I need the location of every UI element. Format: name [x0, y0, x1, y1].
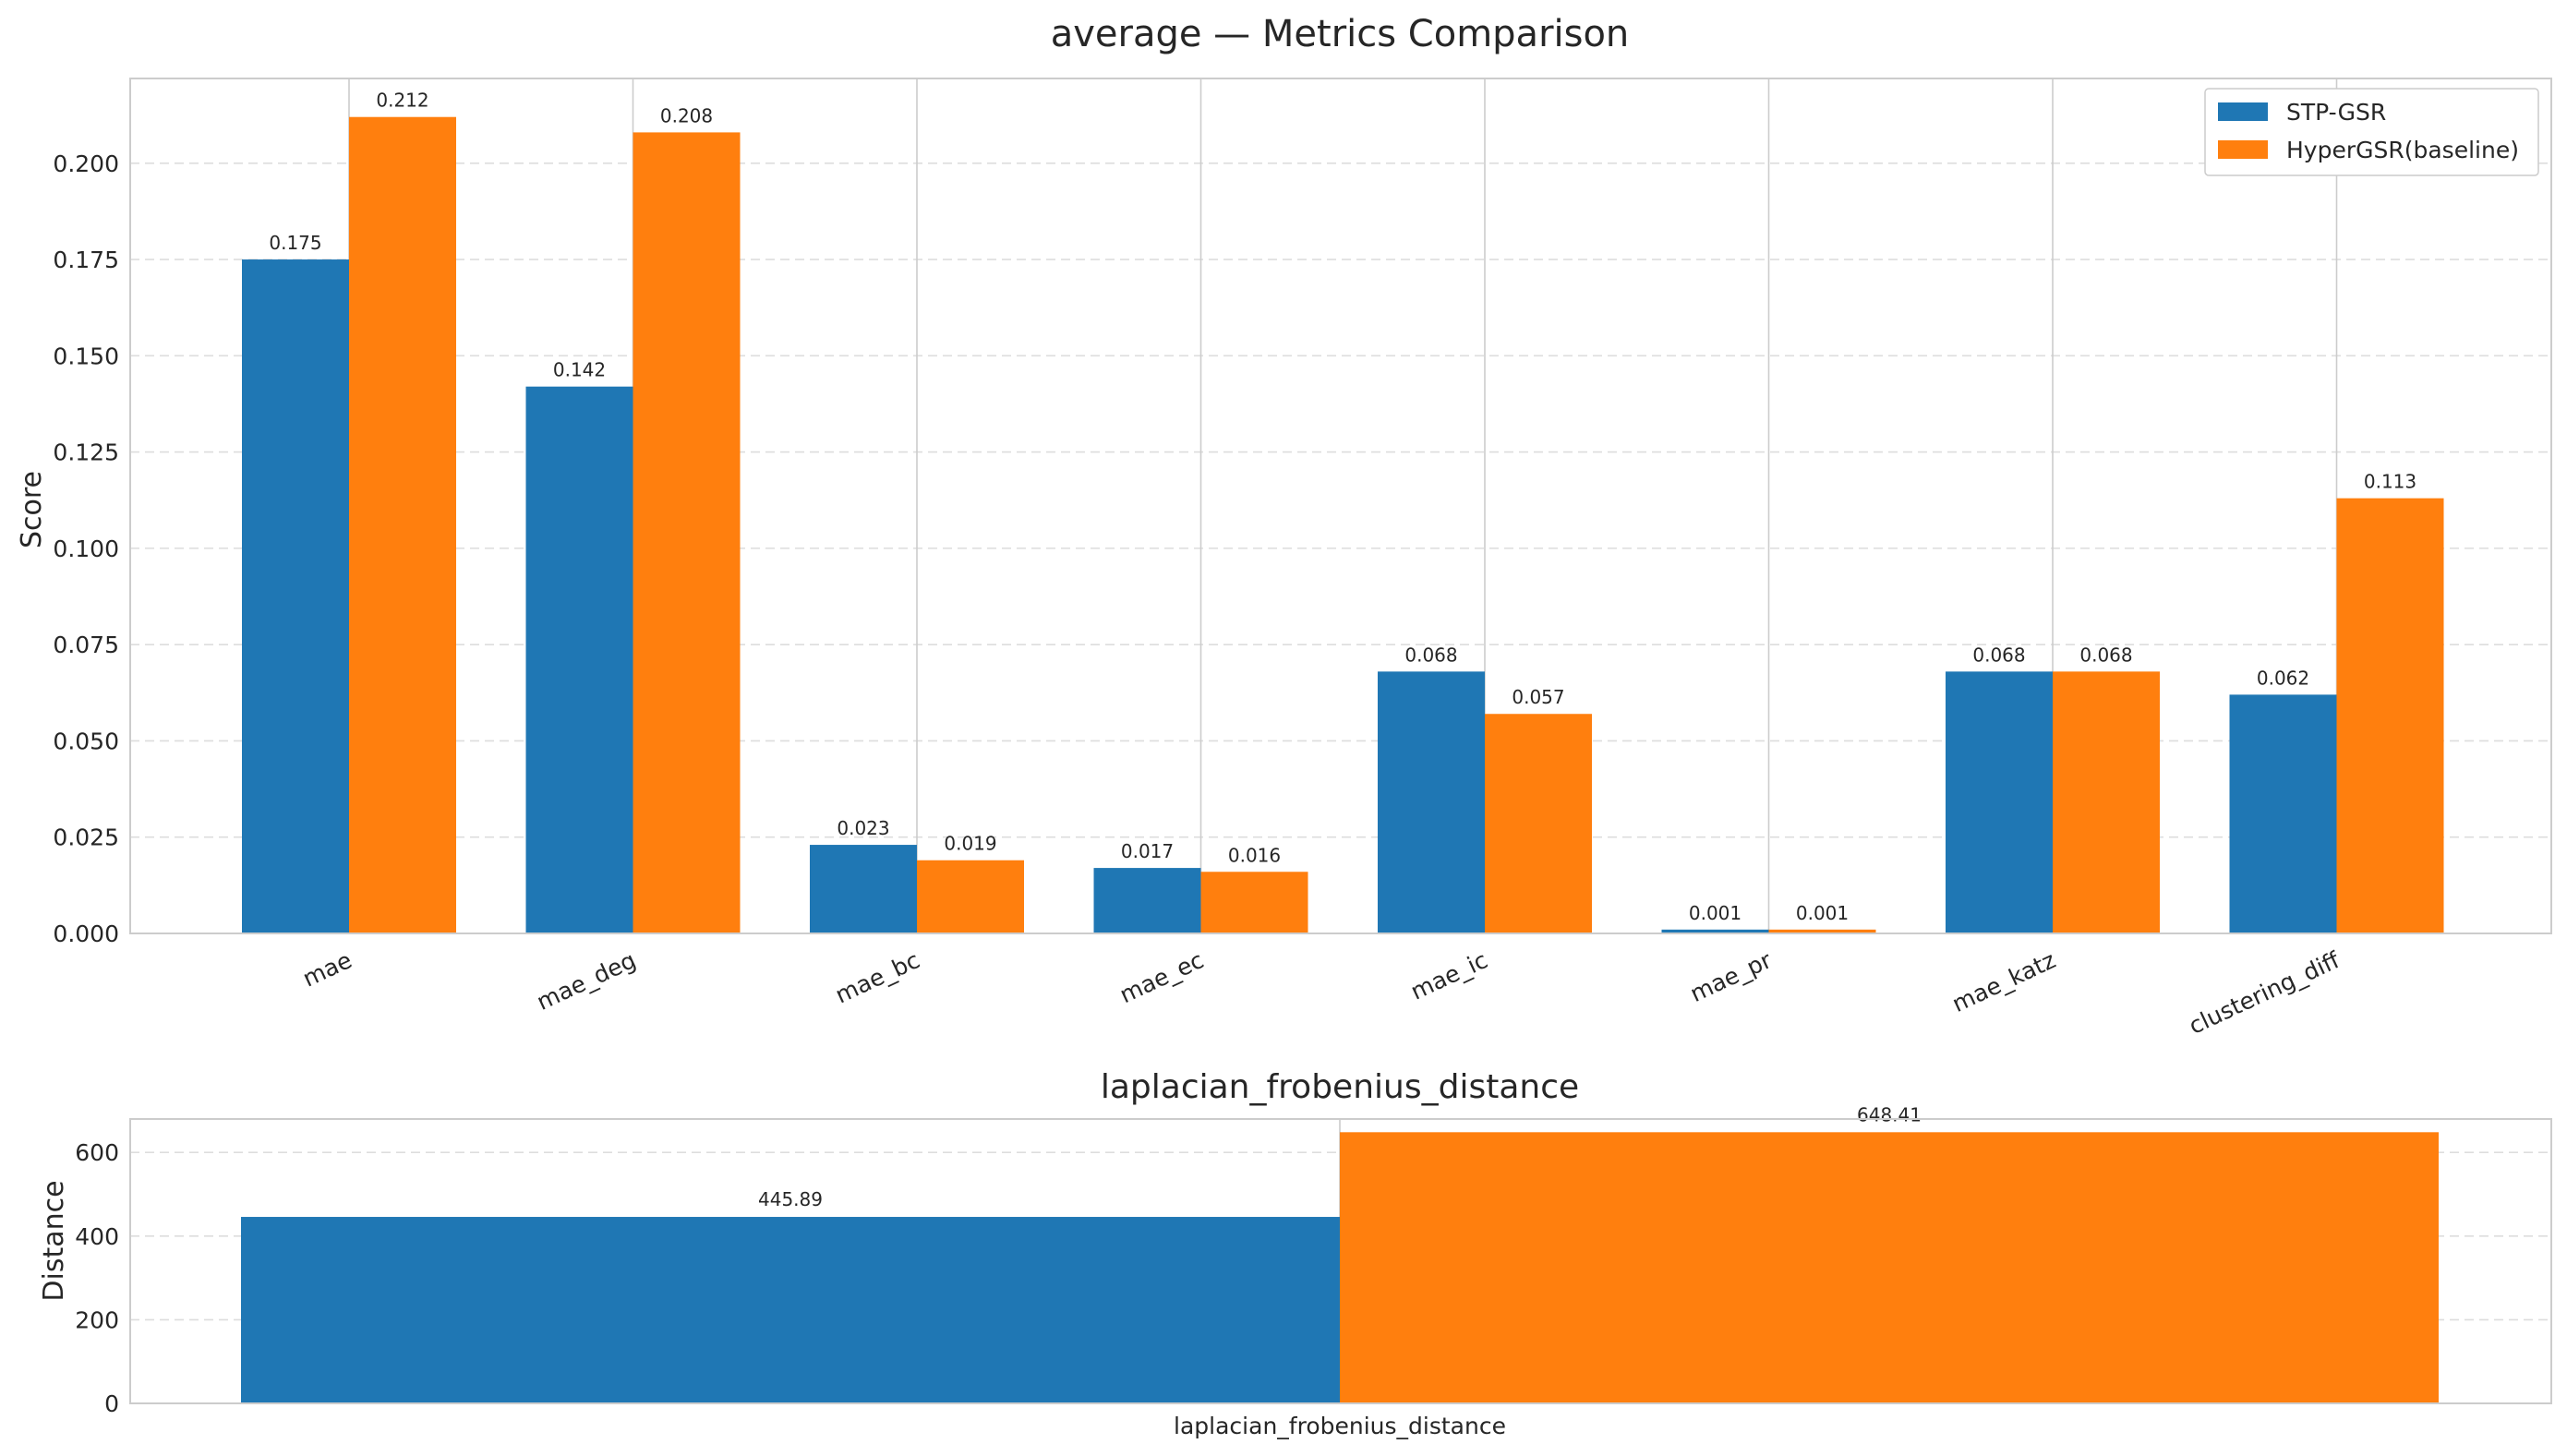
data-label-stp-gsr-mae_katz: 0.068 [1972, 644, 2025, 666]
bar-hypergsr-mae_bc [917, 860, 1024, 933]
top-chart-x-tick-label: mae_ic [1406, 946, 1491, 1005]
data-label-stp-gsr-mae_deg: 0.142 [553, 359, 606, 381]
top-chart-gridlines [130, 78, 2551, 934]
data-label-stp-gsr-mae_ic: 0.068 [1404, 644, 1457, 666]
legend-swatch-hypergsr [2218, 140, 2268, 159]
data-label-hypergsr-mae_deg: 0.208 [660, 104, 713, 126]
top-chart-x-tick-label: clustering_diff [2185, 946, 2344, 1040]
bar-hypergsr-laplacian [1340, 1132, 2439, 1403]
legend-box [2204, 88, 2539, 176]
data-label-hypergsr-clustering_diff: 0.113 [2364, 471, 2416, 493]
data-label-hypergsr-laplacian: 648.41 [1857, 1103, 1922, 1125]
top-chart-y-axis-label: Score [16, 471, 48, 548]
top-chart-y-tick-label: 0.175 [53, 247, 119, 273]
top-chart-title: average — Metrics Comparison [1051, 13, 1630, 55]
data-label-stp-gsr-mae_pr: 0.001 [1689, 902, 1741, 924]
bottom-chart-x-ticks: laplacian_frobenius_distance [1174, 1413, 1506, 1439]
bar-hypergsr-mae_ec [1200, 872, 1308, 933]
bar-hypergsr-mae [349, 116, 456, 933]
bar-stp-gsr-mae_pr [1661, 929, 1769, 933]
top-chart-x-tick-label: mae_deg [533, 946, 640, 1016]
bar-hypergsr-clustering_diff [2336, 498, 2444, 933]
bottom-chart-y-tick-label: 0 [104, 1390, 119, 1417]
bar-stp-gsr-mae_deg [525, 386, 633, 933]
data-label-hypergsr-mae_katz: 0.068 [2079, 644, 2132, 666]
data-label-hypergsr-mae_ec: 0.016 [1228, 844, 1281, 866]
bar-stp-gsr-mae_bc [810, 845, 917, 933]
top-chart-y-tick-label: 0.200 [53, 150, 119, 177]
top-chart-y-tick-label: 0.000 [53, 921, 119, 947]
data-label-stp-gsr-clustering_diff: 0.062 [2257, 667, 2309, 689]
bar-stp-gsr-mae_ec [1093, 868, 1201, 933]
legend-label-hypergsr: HyperGSR(baseline) [2286, 137, 2519, 163]
top-chart-data-labels: 0.175 0.212 0.142 0.208 0.023 0.019 0.017 0.016… [269, 90, 2416, 924]
bottom-chart-data-labels: 445.89 648.41 [758, 1103, 1922, 1210]
data-label-stp-gsr-mae_bc: 0.023 [837, 817, 889, 839]
data-label-hypergsr-mae: 0.212 [376, 90, 428, 112]
bar-stp-gsr-laplacian [241, 1217, 1340, 1403]
bar-hypergsr-mae_ic [1485, 714, 1592, 933]
bar-hypergsr-mae_pr [1768, 929, 1876, 933]
top-chart-x-tick-label: mae_katz [1948, 946, 2060, 1017]
top-chart-frame [129, 78, 2552, 934]
top-chart-y-tick-label: 0.150 [53, 343, 119, 369]
data-label-stp-gsr-laplacian: 445.89 [758, 1188, 823, 1210]
bottom-chart-y-tick-label: 200 [75, 1306, 119, 1333]
data-label-hypergsr-mae_ic: 0.057 [1512, 686, 1564, 708]
bottom-chart-title: laplacian_frobenius_distance [1101, 1068, 1579, 1106]
data-label-stp-gsr-mae: 0.175 [269, 232, 321, 254]
top-chart-y-tick-label: 0.050 [53, 728, 119, 754]
bottom-chart-y-tick-label: 400 [75, 1223, 119, 1250]
bar-hypergsr-mae_deg [633, 132, 741, 934]
bar-stp-gsr-clustering_diff [2229, 694, 2337, 933]
bottom-chart-bars [241, 1132, 2439, 1403]
top-chart-y-ticks: 0.000 0.025 0.050 0.075 0.100 0.125 0.150 0.175… [53, 150, 119, 947]
bar-stp-gsr-mae_katz [1946, 671, 2053, 933]
top-chart-y-tick-label: 0.075 [53, 632, 119, 658]
bottom-chart-x-tick-label: laplacian_frobenius_distance [1174, 1413, 1506, 1439]
top-chart-x-tick-label: mae [298, 946, 356, 993]
bar-stp-gsr-mae [242, 259, 349, 933]
bottom-chart-frame [129, 1118, 2552, 1404]
top-chart-y-tick-label: 0.025 [53, 824, 119, 851]
legend: STP-GSR HyperGSR(baseline) [2204, 88, 2539, 176]
top-chart-x-tick-label: mae_bc [831, 946, 923, 1008]
top-chart-y-tick-label: 0.125 [53, 439, 119, 466]
top-chart-x-ticks: mae mae_deg mae_bc mae_ec mae_ic mae_pr mae_ka… [298, 946, 2344, 1040]
bottom-chart-y-tick-label: 600 [75, 1139, 119, 1166]
top-chart-y-tick-label: 0.100 [53, 535, 119, 562]
legend-label-stp-gsr: STP-GSR [2286, 99, 2386, 126]
data-label-hypergsr-mae_bc: 0.019 [944, 833, 996, 855]
top-chart-x-tick-label: mae_ec [1115, 946, 1208, 1008]
legend-swatch-stp-gsr [2218, 102, 2268, 121]
data-label-hypergsr-mae_pr: 0.001 [1796, 902, 1849, 924]
top-chart-bars [242, 116, 2444, 934]
bottom-chart-y-axis-label: Distance [38, 1180, 70, 1301]
bar-hypergsr-mae_katz [2053, 671, 2160, 933]
bottom-chart-y-ticks: 0 200 400 600 [75, 1139, 119, 1417]
bar-stp-gsr-mae_ic [1378, 671, 1485, 933]
top-chart-x-tick-label: mae_pr [1686, 946, 1777, 1007]
data-label-stp-gsr-mae_ec: 0.017 [1121, 840, 1174, 862]
